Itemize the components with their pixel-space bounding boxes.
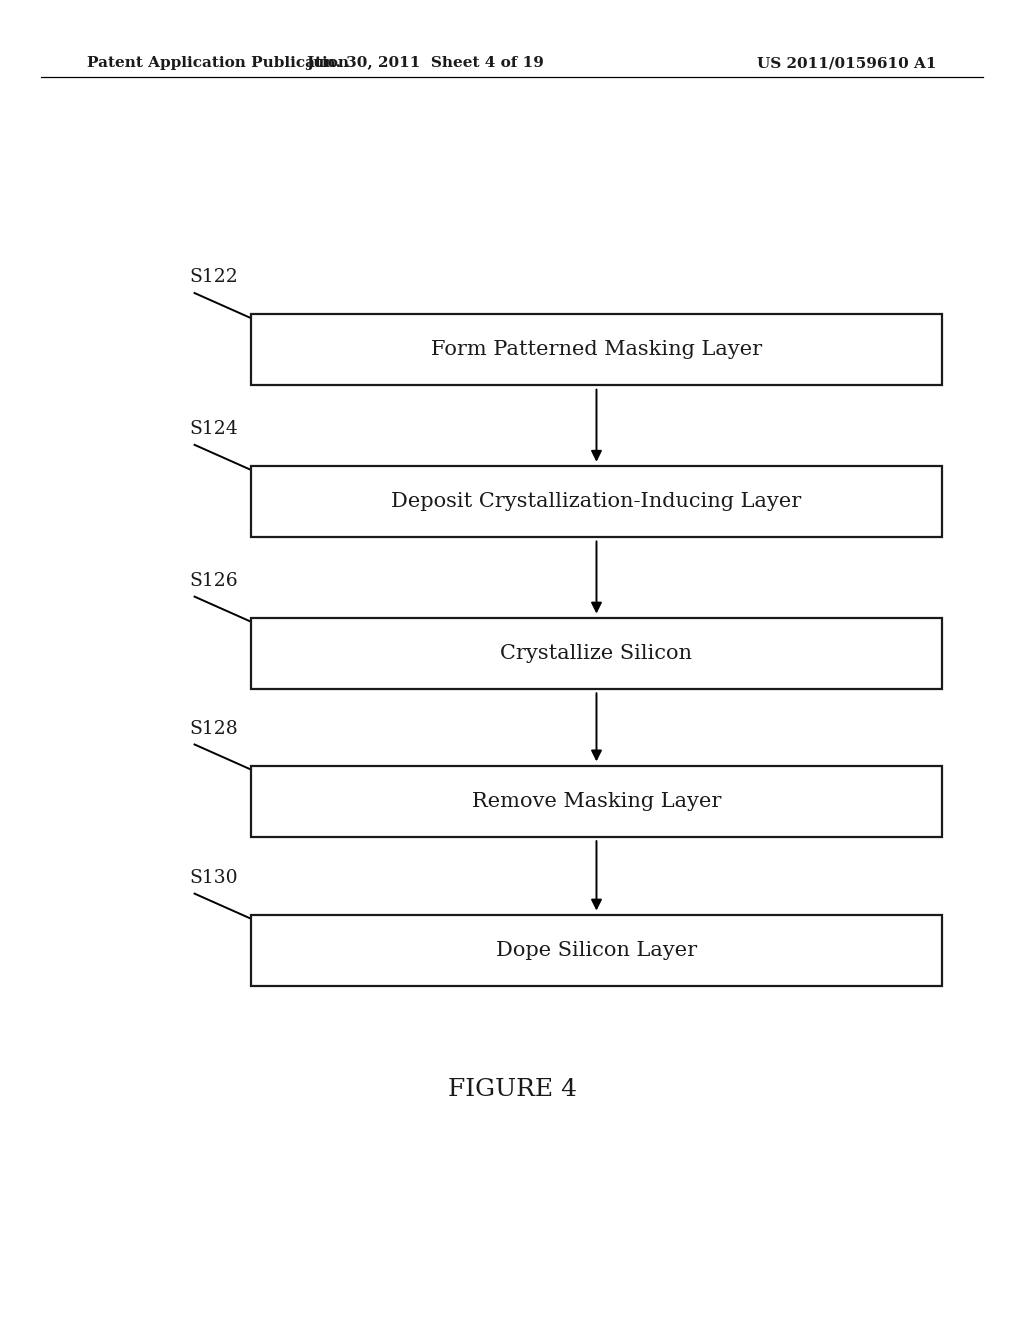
Text: FIGURE 4: FIGURE 4: [447, 1077, 577, 1101]
Text: S122: S122: [189, 268, 239, 286]
Bar: [251, 766, 942, 837]
Text: S128: S128: [189, 719, 239, 738]
Text: Dope Silicon Layer: Dope Silicon Layer: [496, 941, 697, 960]
Text: Deposit Crystallization-Inducing Layer: Deposit Crystallization-Inducing Layer: [391, 492, 802, 511]
Text: Remove Masking Layer: Remove Masking Layer: [472, 792, 721, 810]
Bar: [251, 915, 942, 986]
Bar: [251, 466, 942, 537]
Text: Jun. 30, 2011  Sheet 4 of 19: Jun. 30, 2011 Sheet 4 of 19: [306, 57, 544, 70]
Bar: [251, 314, 942, 385]
Text: S126: S126: [189, 572, 238, 590]
Text: Crystallize Silicon: Crystallize Silicon: [501, 644, 692, 663]
Text: S130: S130: [189, 869, 238, 887]
Text: US 2011/0159610 A1: US 2011/0159610 A1: [758, 57, 937, 70]
Text: Patent Application Publication: Patent Application Publication: [87, 57, 349, 70]
Text: Form Patterned Masking Layer: Form Patterned Masking Layer: [431, 341, 762, 359]
Bar: [251, 618, 942, 689]
Text: S124: S124: [189, 420, 239, 438]
